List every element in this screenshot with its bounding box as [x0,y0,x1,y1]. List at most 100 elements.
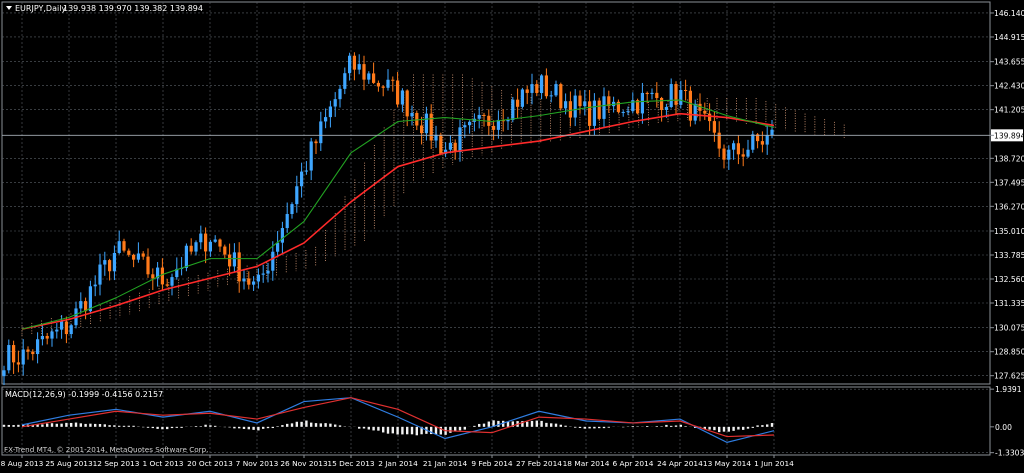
dropdown-triangle-icon[interactable] [6,6,12,10]
candle-body [650,92,654,95]
y-tick-label: 127.625 [994,372,1024,381]
candle-body [208,241,212,252]
candle [160,258,164,290]
candle-body [492,125,496,130]
candle [621,110,625,117]
candle [180,257,184,276]
candle [175,257,179,280]
candle-body [429,113,433,141]
candle-body [597,100,601,119]
candle-body [424,113,428,134]
candle-body [170,277,174,286]
candle-body [136,253,140,260]
candle [261,264,265,283]
candle-body [477,114,481,119]
candle [429,104,433,150]
candle-body [132,254,136,260]
candle [640,82,644,124]
candle-body [736,143,740,155]
candle-body [559,84,563,109]
candle-body [237,252,241,282]
candle-body [338,88,342,100]
x-tick-label: 25 Aug 2013 [45,459,93,468]
candle-body [573,95,577,118]
candle-body [2,370,6,377]
candle [588,89,592,135]
x-tick-label: 12 Sep 2013 [93,459,140,468]
candle-body [448,142,452,150]
candle [16,350,20,373]
candle-body [271,251,275,271]
candle [223,244,227,259]
candle [520,87,524,109]
candle-body [352,55,356,70]
candle [314,139,318,155]
candle-body [156,267,160,279]
candle-body [103,260,107,265]
candle-body [304,170,308,172]
candle-body [348,55,352,74]
candle-body [420,125,424,134]
candle-body [506,119,510,122]
candles [2,52,774,385]
candle-body [256,274,260,282]
candle [55,323,59,339]
candle-body [276,242,280,252]
y-tick-label: 146.140 [994,9,1024,18]
candle [7,339,11,374]
candle-body [410,112,414,117]
candle [232,243,236,273]
candle-body [679,89,683,105]
candle-body [55,329,59,332]
grid [2,2,990,455]
candle [122,238,126,253]
x-tick-label: 6 Apr 2014 [613,459,654,468]
candle [760,131,764,153]
candle [434,125,438,148]
candle [189,238,193,255]
candle [616,99,620,114]
candle [655,82,659,108]
candle-body [727,149,731,160]
candle-body [391,79,395,81]
candle [98,253,102,296]
candle [338,84,342,108]
candle [722,144,726,169]
x-tick-label: 2 Jan 2014 [378,459,418,468]
candle [357,54,361,75]
candle-body [228,254,232,267]
x-tick-label: 15 Dec 2013 [327,459,375,468]
candle [669,78,673,109]
candle [405,89,409,127]
candle-body [439,134,443,154]
candle [679,80,683,109]
y-tick-label: 130.075 [994,324,1024,333]
candle-body [741,154,745,157]
candle-body [453,142,457,153]
signal-line [21,397,775,438]
candle-body [405,90,409,117]
candle-body [367,73,371,80]
candle-body [290,204,294,215]
y-tick-label: 137.495 [994,178,1024,187]
candle-body [151,274,155,279]
candle [242,268,246,290]
candle [626,106,630,116]
candle [319,111,323,151]
y-tick-label: 136.270 [994,202,1024,211]
x-tick-label: 18 Mar 2014 [563,459,610,468]
candle [482,112,486,127]
candle-body [540,75,544,94]
candle [36,332,40,364]
candle [2,365,6,385]
candle-body [530,84,534,93]
candle [741,148,745,167]
candle [472,113,476,132]
candle-body [496,119,500,130]
candle [448,135,452,154]
candle-body [765,134,769,145]
candle [688,86,692,127]
candle [26,346,30,360]
